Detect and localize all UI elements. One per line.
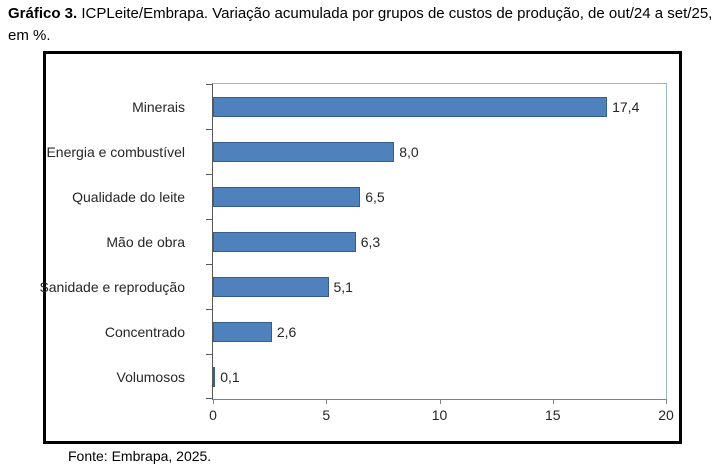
y-axis-tick <box>206 84 212 85</box>
bar-value-label: 5,1 <box>333 278 353 295</box>
y-axis-tick <box>206 174 212 175</box>
y-axis-tick <box>206 264 212 265</box>
figure-caption-label: Gráfico 3. <box>8 5 78 22</box>
bar-value-label: 17,4 <box>612 98 640 115</box>
plot-area: 17,4 Minerais 8,0 Energia e combustível 6,5 Q… <box>39 83 674 423</box>
category-label: Volumosos <box>116 368 185 385</box>
x-tick-label: 10 <box>431 407 448 423</box>
category-label: Concentrado <box>104 323 185 340</box>
category-label: Minerais <box>132 98 185 115</box>
figure-caption: Gráfico 3. ICPLeite/Embrapa. Variação ac… <box>8 3 716 47</box>
bar-value-label: 8,0 <box>399 143 419 160</box>
x-tick-label: 5 <box>322 407 331 423</box>
bar <box>213 321 272 342</box>
category-label: Sanidade e reprodução <box>39 278 185 295</box>
x-axis-tick <box>213 400 214 404</box>
figure-caption-text: ICPLeite/Embrapa. Variação acumulada por… <box>8 5 713 44</box>
y-axis-tick <box>206 398 212 399</box>
bar <box>213 96 608 117</box>
x-axis-tick <box>552 400 554 404</box>
y-axis-tick <box>206 219 212 220</box>
category-label: Energia e combustível <box>46 143 185 160</box>
bar <box>213 231 356 252</box>
bar <box>213 276 329 297</box>
chart-frame: 17,4 Minerais 8,0 Energia e combustível 6,5 Q… <box>39 51 682 444</box>
x-axis-tick <box>326 400 328 404</box>
category-label: Qualidade do leite <box>72 188 185 205</box>
y-axis-tick <box>206 354 212 355</box>
bar-value-label: 6,5 <box>365 188 385 205</box>
source-note: Fonte: Embrapa, 2025. <box>68 448 212 464</box>
bar <box>213 141 395 162</box>
y-axis-tick <box>206 129 212 130</box>
bar <box>213 186 361 207</box>
bar-value-label: 6,3 <box>360 233 381 250</box>
x-axis-tick <box>439 400 441 404</box>
x-axis-tick <box>666 400 667 404</box>
category-label: Mão de obra <box>106 233 185 250</box>
bar <box>213 366 216 387</box>
x-tick-label: 0 <box>209 407 217 423</box>
bar-value-label: 0,1 <box>220 368 240 385</box>
bar-value-label: 2,6 <box>276 323 297 340</box>
x-tick-label: 15 <box>544 407 561 423</box>
y-axis-tick <box>206 309 212 310</box>
x-tick-label: 20 <box>658 407 674 423</box>
